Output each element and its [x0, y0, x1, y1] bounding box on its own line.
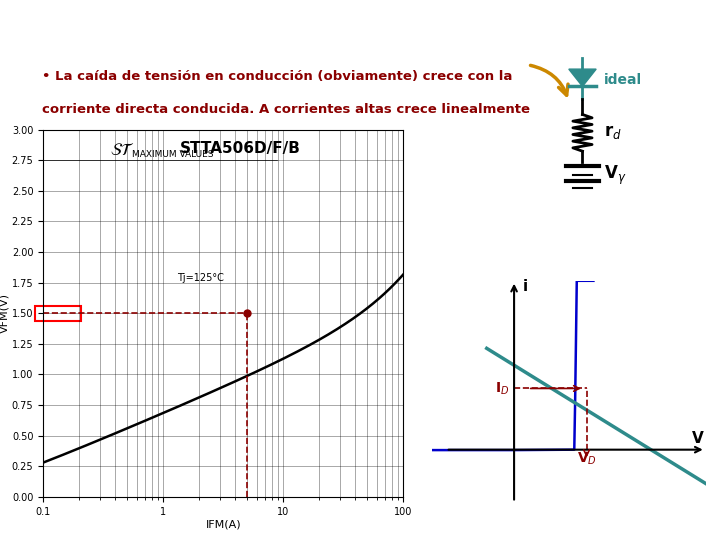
Y-axis label: VFM(V): VFM(V): [0, 293, 9, 333]
Text: V: V: [692, 431, 703, 447]
Text: MAXIMUM VALUES: MAXIMUM VALUES: [132, 150, 214, 159]
Text: Tj=125°C: Tj=125°C: [177, 273, 224, 284]
Text: V$_D$: V$_D$: [577, 450, 597, 467]
FancyArrowPatch shape: [531, 65, 568, 95]
Text: I$_D$: I$_D$: [495, 380, 509, 397]
Text: STTA506D/F/B: STTA506D/F/B: [180, 140, 301, 156]
Text: r$_d$: r$_d$: [604, 123, 622, 141]
Bar: [35, 306, 81, 321]
Text: 3ª Caída de tensión en conducción: 3ª Caída de tensión en conducción: [42, 28, 391, 46]
Text: $\mathcal{ST}$: $\mathcal{ST}$: [110, 140, 135, 159]
Text: ideal: ideal: [604, 73, 642, 87]
Text: V$_\gamma$: V$_\gamma$: [604, 164, 627, 186]
Text: • La caída de tensión en conducción (obviamente) crece con la: • La caída de tensión en conducción (obv…: [42, 70, 513, 83]
Text: i: i: [522, 279, 528, 294]
Polygon shape: [569, 69, 596, 86]
Text: DIODOS DE POTENCIA: DIODOS DE POTENCIA: [8, 228, 17, 366]
Text: corriente directa conducida. A corrientes altas crece linealmente: corriente directa conducida. A corriente…: [42, 103, 531, 116]
X-axis label: IFM(A): IFM(A): [205, 519, 241, 529]
